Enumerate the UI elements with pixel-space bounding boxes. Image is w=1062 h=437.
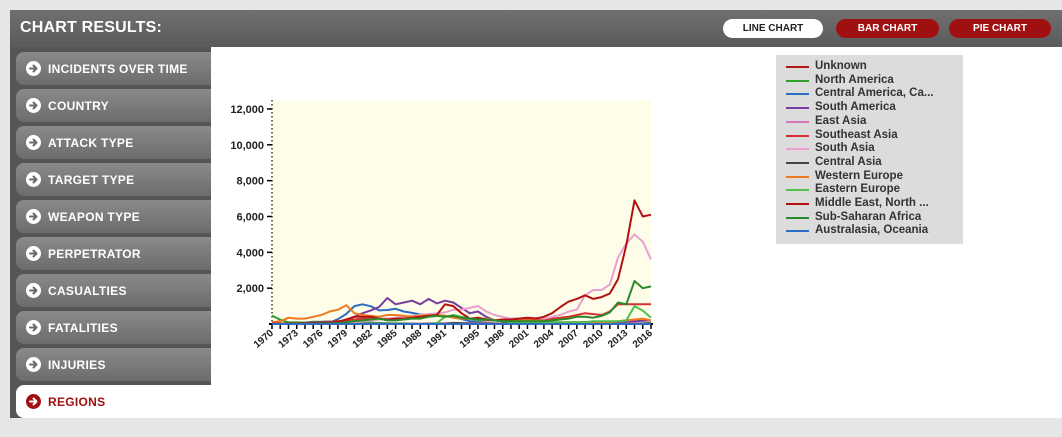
header-bar: CHART RESULTS: LINE CHART BAR CHART PIE … xyxy=(10,10,1062,47)
arrow-right-icon xyxy=(26,357,41,372)
arrow-right-icon xyxy=(26,172,41,187)
legend-swatch xyxy=(786,93,809,96)
x-tick-label: 1982 xyxy=(351,328,375,351)
legend-label: East Asia xyxy=(815,114,867,127)
x-tick-label: 1976 xyxy=(301,328,325,351)
page-title: CHART RESULTS: xyxy=(20,19,163,36)
legend-label: North America xyxy=(815,73,894,86)
series-line-middle-east-north-africa xyxy=(272,199,652,325)
sidebar-item-weapon-type[interactable]: WEAPON TYPE xyxy=(16,200,211,233)
x-tick-label: 2013 xyxy=(606,328,630,351)
x-tick-label: 2016 xyxy=(631,328,655,351)
sidebar-item-label: TARGET TYPE xyxy=(48,173,135,187)
x-tick-label: 1979 xyxy=(326,328,350,351)
x-tick-label: 2004 xyxy=(532,328,556,351)
plot-area xyxy=(272,100,651,324)
legend-swatch xyxy=(786,189,809,192)
legend-label: Middle East, North ... xyxy=(815,197,929,209)
legend-swatch xyxy=(786,79,809,82)
sidebar-item-label: INCIDENTS OVER TIME xyxy=(48,62,188,76)
legend-label: Eastern Europe xyxy=(815,183,900,196)
legend-swatch xyxy=(786,107,809,110)
sidebar-item-country[interactable]: COUNTRY xyxy=(16,89,211,122)
sidebar-item-label: COUNTRY xyxy=(48,99,109,113)
arrow-right-icon xyxy=(26,61,41,76)
arrow-right-icon xyxy=(26,394,41,409)
legend-label: Central Asia xyxy=(815,155,882,168)
y-tick-label: 12,000 xyxy=(230,104,264,116)
arrow-right-icon xyxy=(26,283,41,298)
legend-swatch xyxy=(786,203,809,205)
x-tick-label: 2001 xyxy=(507,328,531,351)
sidebar-item-label: ATTACK TYPE xyxy=(48,136,134,150)
arrow-right-icon xyxy=(26,246,41,261)
y-tick-label: 6,000 xyxy=(236,211,264,223)
y-tick-label: 10,000 xyxy=(230,140,264,152)
line-chart-button[interactable]: LINE CHART xyxy=(723,19,823,38)
legend-swatch xyxy=(786,66,809,68)
y-tick-label: 2,000 xyxy=(236,283,264,295)
arrow-right-icon xyxy=(26,135,41,150)
legend-swatch xyxy=(786,216,809,219)
sidebar-item-regions[interactable]: REGIONS xyxy=(16,385,211,418)
sidebar-item-fatalities[interactable]: FATALITIES xyxy=(16,311,211,344)
legend-swatch xyxy=(786,134,809,137)
y-tick-label: 8,000 xyxy=(236,176,264,188)
legend-label: Unknown xyxy=(815,60,867,72)
line-chart: 2,000 4,000 6,000 8,000 10,000 12,000 1970 1973… xyxy=(230,100,655,351)
y-tick-label: 4,000 xyxy=(236,247,264,259)
arrow-right-icon xyxy=(26,320,41,335)
legend-label: Australasia, Oceania xyxy=(815,224,929,237)
legend-swatch xyxy=(786,120,809,123)
x-tick-label: 1998 xyxy=(483,328,507,351)
x-tick-label: 1991 xyxy=(425,328,449,351)
x-tick-label: 2007 xyxy=(557,328,581,351)
legend-label: Western Europe xyxy=(815,169,903,182)
legend-swatch xyxy=(786,148,809,151)
sidebar-item-perpetrator[interactable]: PERPETRATOR xyxy=(16,237,211,270)
x-tick-label: 1973 xyxy=(277,328,301,351)
sidebar-item-incidents-over-time[interactable]: INCIDENTS OVER TIME xyxy=(16,52,211,85)
sidebar-item-label: REGIONS xyxy=(48,395,106,409)
legend-swatch xyxy=(786,230,809,233)
x-tick-label: 1988 xyxy=(400,328,424,351)
sidebar-item-injuries[interactable]: INJURIES xyxy=(16,348,211,381)
sidebar-item-label: INJURIES xyxy=(48,358,106,372)
sidebar-item-label: CASUALTIES xyxy=(48,284,127,298)
legend-label: Southeast Asia xyxy=(815,128,898,141)
sidebar-item-casualties[interactable]: CASUALTIES xyxy=(16,274,211,307)
x-tick-label: 1970 xyxy=(252,328,276,351)
pie-chart-button[interactable]: PIE CHART xyxy=(949,19,1051,38)
legend-swatch xyxy=(786,175,809,178)
arrow-right-icon xyxy=(26,209,41,224)
sidebar-item-label: FATALITIES xyxy=(48,321,118,335)
legend-label: South America xyxy=(815,101,896,114)
x-tick-label: 1995 xyxy=(458,328,482,351)
legend-swatch xyxy=(786,161,809,164)
legend-label: Central America, Ca... xyxy=(815,87,934,100)
chart-results-panel: CHART RESULTS: LINE CHART BAR CHART PIE … xyxy=(10,10,1062,418)
x-tick-label: 1985 xyxy=(375,328,399,351)
sidebar-item-target-type[interactable]: TARGET TYPE xyxy=(16,163,211,196)
sidebar-item-label: PERPETRATOR xyxy=(48,247,141,261)
legend-label: South Asia xyxy=(815,142,875,155)
legend-label: Sub-Saharan Africa xyxy=(815,210,922,223)
sidebar-item-label: WEAPON TYPE xyxy=(48,210,140,224)
chart-legend: Unknown North America Central America, Ca.… xyxy=(776,55,963,244)
arrow-right-icon xyxy=(26,98,41,113)
x-tick-label: 2010 xyxy=(581,328,605,351)
sidebar-item-attack-type[interactable]: ATTACK TYPE xyxy=(16,126,211,159)
sidebar-nav: INCIDENTS OVER TIME COUNTRY ATTACK TYPE TAR… xyxy=(10,47,211,418)
bar-chart-button[interactable]: BAR CHART xyxy=(836,19,939,38)
